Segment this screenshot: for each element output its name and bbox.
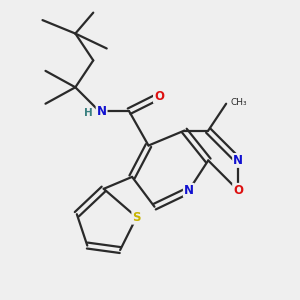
Text: CH₃: CH₃: [231, 98, 247, 107]
Text: S: S: [132, 211, 141, 224]
Text: N: N: [97, 105, 106, 118]
Text: O: O: [154, 90, 164, 103]
Text: N: N: [233, 154, 243, 167]
Text: N: N: [184, 184, 194, 197]
Text: O: O: [233, 184, 243, 197]
Text: H: H: [83, 108, 92, 118]
